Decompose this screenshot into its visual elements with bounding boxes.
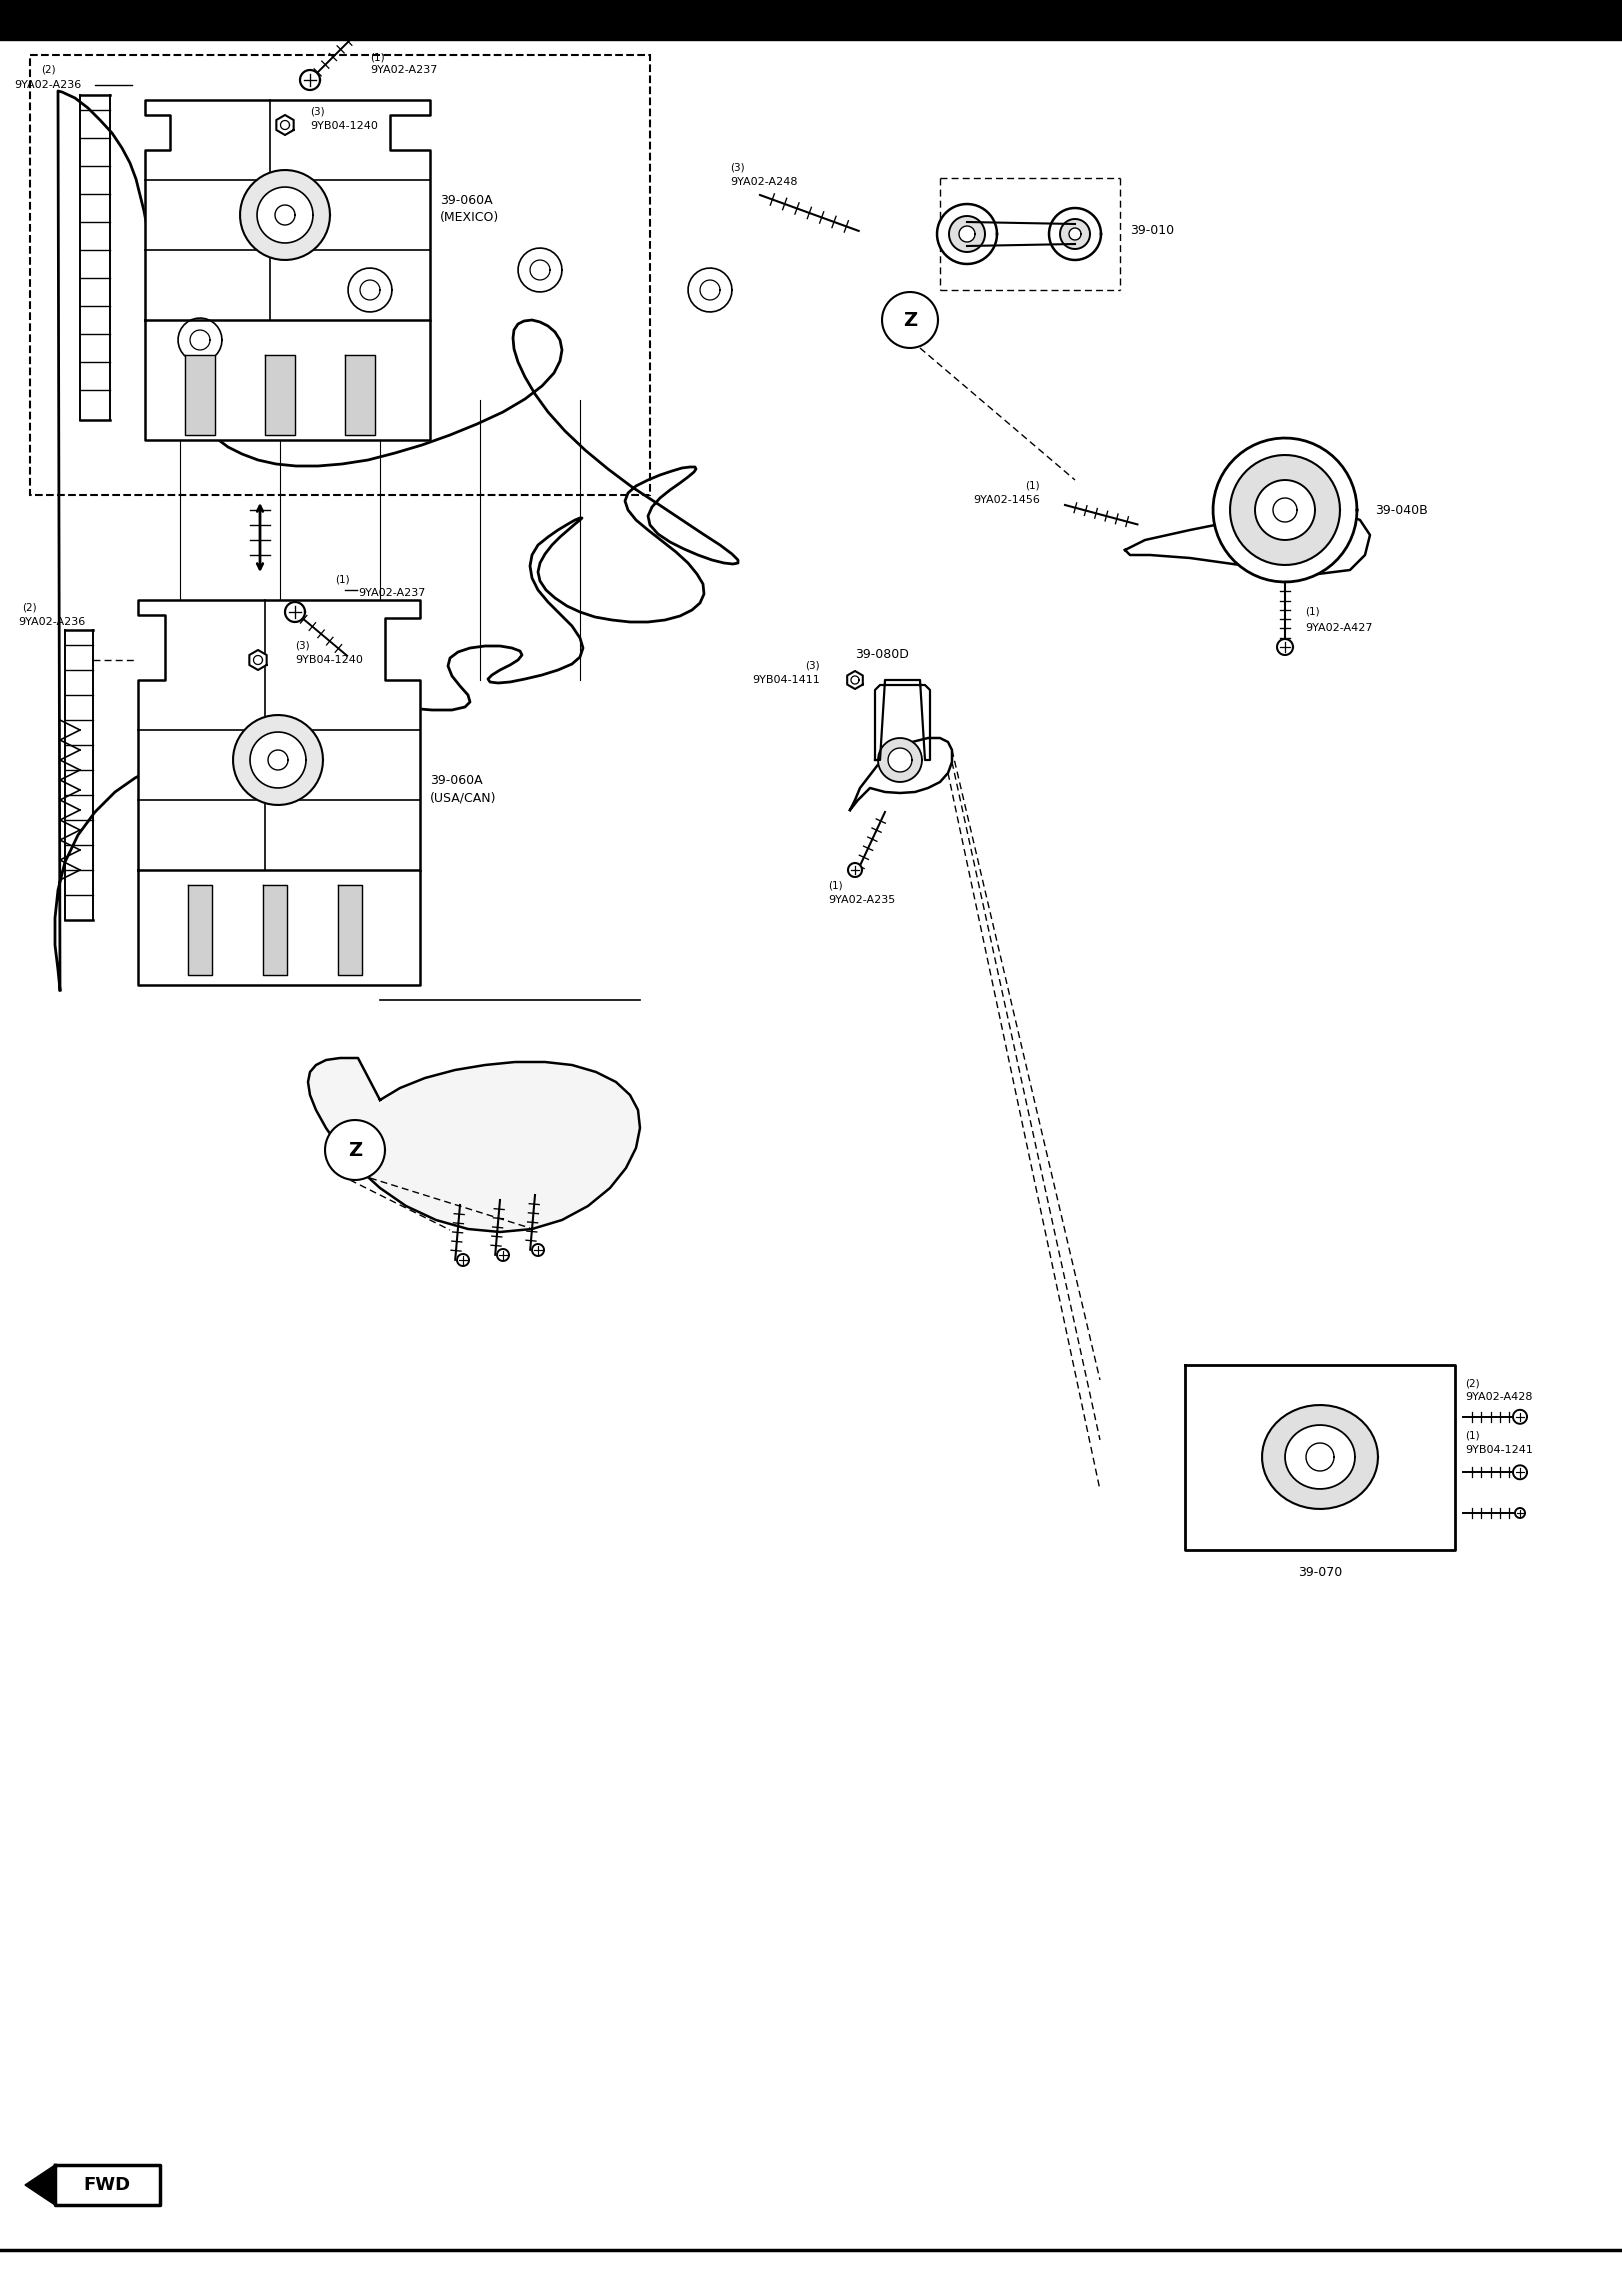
Polygon shape — [337, 884, 362, 975]
Text: 39-010: 39-010 — [1131, 223, 1174, 237]
Polygon shape — [308, 1057, 641, 1232]
Polygon shape — [688, 269, 732, 312]
Text: (1): (1) — [336, 574, 350, 585]
Polygon shape — [345, 355, 375, 435]
Polygon shape — [24, 2164, 55, 2205]
Text: (2): (2) — [1465, 1378, 1479, 1387]
Text: 39-070: 39-070 — [1298, 1565, 1341, 1579]
Polygon shape — [1069, 228, 1080, 239]
Text: (3): (3) — [806, 661, 821, 670]
Text: (USA/CAN): (USA/CAN) — [430, 790, 496, 804]
Polygon shape — [1213, 437, 1358, 581]
Text: 9YA02-A428: 9YA02-A428 — [1465, 1392, 1533, 1401]
Polygon shape — [847, 672, 863, 688]
Polygon shape — [55, 91, 738, 991]
Text: 9YB04-1411: 9YB04-1411 — [753, 674, 821, 686]
Polygon shape — [1049, 207, 1101, 260]
Polygon shape — [878, 738, 921, 781]
Text: 9YA02-A237: 9YA02-A237 — [358, 588, 425, 599]
Polygon shape — [1262, 1406, 1379, 1508]
Text: 9YB04-1241: 9YB04-1241 — [1465, 1444, 1533, 1456]
Text: 9YA02-A237: 9YA02-A237 — [370, 66, 438, 75]
Text: 9YA02-A427: 9YA02-A427 — [1306, 622, 1372, 633]
Polygon shape — [276, 114, 294, 134]
Polygon shape — [1126, 510, 1371, 574]
Polygon shape — [144, 319, 430, 440]
Text: (MEXICO): (MEXICO) — [440, 212, 500, 226]
Text: Z: Z — [903, 310, 916, 330]
Polygon shape — [938, 205, 998, 264]
Polygon shape — [850, 738, 952, 811]
Text: (1): (1) — [370, 52, 384, 62]
Polygon shape — [324, 1121, 384, 1180]
Polygon shape — [1513, 1465, 1526, 1478]
Polygon shape — [144, 100, 430, 319]
Polygon shape — [1277, 640, 1293, 656]
Polygon shape — [1513, 1410, 1526, 1424]
Polygon shape — [457, 1253, 469, 1267]
Text: (2): (2) — [23, 604, 37, 613]
Polygon shape — [517, 248, 561, 292]
Polygon shape — [300, 71, 320, 91]
Polygon shape — [138, 870, 420, 984]
Text: (1): (1) — [1025, 481, 1040, 492]
Text: FWD: FWD — [83, 2175, 130, 2194]
Polygon shape — [967, 221, 1075, 246]
Polygon shape — [496, 1248, 509, 1262]
Polygon shape — [949, 216, 985, 253]
Polygon shape — [874, 681, 929, 761]
Polygon shape — [263, 884, 287, 975]
Text: (3): (3) — [295, 640, 310, 649]
Text: (3): (3) — [310, 107, 324, 116]
Text: 9YA02-A248: 9YA02-A248 — [730, 178, 798, 187]
Polygon shape — [256, 187, 313, 244]
Text: 9YA02-1456: 9YA02-1456 — [973, 494, 1040, 506]
Text: Z: Z — [349, 1141, 362, 1160]
Text: 39-060A: 39-060A — [430, 775, 483, 786]
Polygon shape — [178, 319, 222, 362]
Polygon shape — [264, 355, 295, 435]
Text: (1): (1) — [1306, 606, 1320, 617]
Polygon shape — [532, 1244, 543, 1255]
Text: 9YB04-1240: 9YB04-1240 — [295, 656, 363, 665]
Polygon shape — [188, 884, 212, 975]
Polygon shape — [1285, 1426, 1354, 1490]
Polygon shape — [250, 731, 307, 788]
Polygon shape — [848, 863, 861, 877]
Polygon shape — [234, 715, 323, 804]
Text: (3): (3) — [730, 164, 744, 173]
Polygon shape — [1186, 1365, 1455, 1549]
Polygon shape — [959, 226, 975, 241]
Polygon shape — [349, 269, 393, 312]
Text: 39-040B: 39-040B — [1375, 503, 1427, 517]
Polygon shape — [185, 355, 216, 435]
Polygon shape — [887, 747, 912, 772]
Text: (1): (1) — [1465, 1431, 1479, 1440]
Polygon shape — [1061, 219, 1090, 248]
Polygon shape — [1515, 1508, 1525, 1517]
Polygon shape — [1229, 456, 1340, 565]
Text: 9YB04-1240: 9YB04-1240 — [310, 121, 378, 132]
Polygon shape — [240, 171, 329, 260]
Text: (2): (2) — [41, 66, 55, 75]
Text: 9YA02-A236: 9YA02-A236 — [18, 617, 86, 626]
Polygon shape — [138, 599, 420, 870]
Text: 9YA02-A235: 9YA02-A235 — [827, 895, 895, 904]
Text: (1): (1) — [827, 879, 842, 891]
Polygon shape — [285, 601, 305, 622]
Polygon shape — [882, 292, 938, 349]
Text: 39-080D: 39-080D — [855, 649, 908, 661]
Polygon shape — [1255, 481, 1315, 540]
Text: 39-060A: 39-060A — [440, 194, 493, 207]
Polygon shape — [55, 2164, 161, 2205]
Text: 9YA02-A236: 9YA02-A236 — [15, 80, 81, 91]
Polygon shape — [250, 649, 266, 670]
